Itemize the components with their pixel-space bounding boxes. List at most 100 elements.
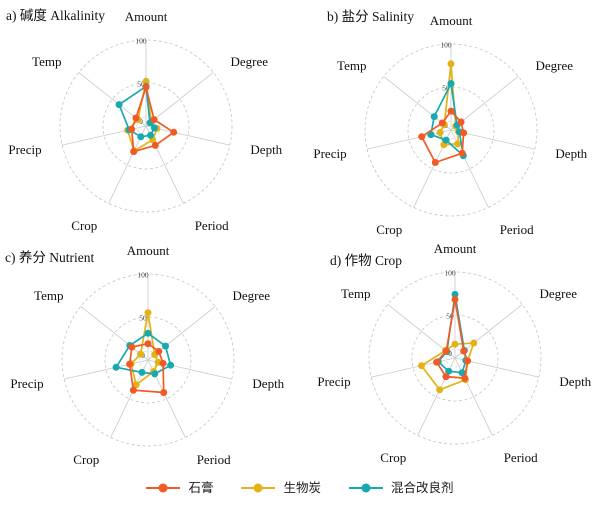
data-point — [436, 129, 444, 136]
data-point — [427, 131, 435, 139]
data-point — [431, 159, 439, 166]
axis-label-crop: Crop — [71, 218, 97, 233]
axis-label-degree: Degree — [536, 58, 574, 73]
axis-label-depth: Depth — [252, 376, 284, 391]
axis-label-precip: Precip — [317, 374, 350, 389]
data-point — [112, 363, 120, 371]
axis-label-precip: Precip — [10, 376, 43, 391]
axis-label-period: Period — [197, 452, 231, 467]
legend-label-biochar: 生物炭 — [283, 481, 321, 495]
data-point — [144, 329, 152, 337]
data-point — [458, 369, 466, 377]
data-point — [445, 367, 453, 375]
legend-marker-mixed-amendment — [349, 483, 383, 493]
radar-chart-crop: Amount Degree Depth Period Crop Precip Temp 0 50… — [317, 241, 591, 465]
data-point — [129, 386, 137, 394]
data-point — [470, 339, 478, 347]
axis-label-precip: Precip — [313, 146, 346, 161]
legend-label-gypsum: 石膏 — [188, 481, 214, 495]
data-point — [457, 118, 465, 126]
axis-label-amount: Amount — [434, 241, 477, 256]
axis-label-amount: Amount — [430, 13, 473, 28]
data-point — [142, 77, 150, 85]
data-point — [115, 101, 123, 109]
legend-dot-icon — [253, 483, 263, 493]
legend-dot-icon — [158, 483, 168, 493]
legend-marker-gypsum — [146, 483, 181, 493]
axis-label-precip: Precip — [8, 142, 41, 157]
data-point — [447, 107, 455, 115]
data-point — [454, 140, 462, 148]
legend-item-biochar: 生物炭 — [241, 482, 321, 495]
data-point — [138, 368, 146, 376]
data-point — [151, 141, 159, 149]
legend-item-mixed-amendment: 混合改良剂 — [349, 482, 454, 495]
data-point — [433, 358, 441, 366]
rtick-label: 50 — [139, 314, 147, 323]
data-point — [162, 342, 169, 350]
axis-label-depth: Depth — [555, 146, 587, 161]
data-point — [447, 80, 455, 88]
data-point — [447, 60, 455, 68]
axis-label-crop: Crop — [380, 450, 406, 465]
data-point — [438, 119, 446, 127]
data-point — [144, 309, 152, 317]
data-point — [142, 83, 150, 91]
radar-chart-salinity: AmountDegreeDepthPeriodCropPrecipTemp050… — [313, 13, 587, 237]
data-point — [460, 129, 468, 137]
data-point — [132, 381, 140, 389]
data-point — [150, 124, 158, 132]
data-point — [464, 357, 472, 365]
axis-label-degree: Degree — [233, 288, 271, 303]
axis-label-degree: Degree — [540, 286, 578, 301]
radar-chart-nutrient: AmountDegreeDepthPeriodCropPrecipTemp050… — [10, 243, 284, 467]
data-point — [451, 290, 459, 298]
axis-label-period: Period — [504, 450, 538, 465]
data-point — [430, 113, 438, 121]
rtick-label: 100 — [135, 37, 147, 46]
legend-marker-biochar — [241, 483, 276, 493]
radar-chart-alkalinity: Amount Degree Depth Period Crop Precip Temp 0 50… — [8, 9, 282, 233]
data-point — [458, 149, 466, 157]
legend-label-mixed-amendment: 混合改良剂 — [391, 481, 454, 495]
data-point — [132, 114, 140, 122]
axis-label-period: Period — [500, 222, 534, 237]
panel-title-salinity: b) 盐分 Salinity — [327, 9, 414, 24]
data-point — [442, 347, 450, 355]
data-point — [128, 125, 136, 133]
rtick-label: 0 — [139, 117, 143, 126]
axis-label-crop: Crop — [376, 222, 402, 237]
rtick-label: 100 — [444, 269, 456, 278]
data-point — [126, 360, 134, 368]
legend-dot-icon — [361, 483, 371, 493]
data-point — [418, 133, 426, 141]
data-point — [170, 128, 178, 136]
legend: 石膏 生物炭 混合改良剂 — [0, 482, 600, 495]
axis-label-depth: Depth — [250, 142, 282, 157]
data-point — [155, 347, 163, 355]
rtick-label: 100 — [137, 271, 149, 280]
axis-label-period: Period — [195, 218, 229, 233]
data-point — [160, 389, 168, 396]
data-point — [151, 370, 159, 378]
data-point — [451, 340, 459, 348]
data-point — [147, 131, 154, 139]
data-point — [418, 362, 425, 370]
rtick-label: 50 — [446, 312, 454, 321]
axis-label-temp: Temp — [337, 58, 366, 73]
data-point — [442, 136, 450, 144]
data-point — [167, 361, 175, 369]
data-point — [144, 340, 152, 348]
legend-item-gypsum: 石膏 — [146, 482, 213, 495]
rtick-label: 0 — [448, 349, 452, 358]
data-point — [451, 296, 459, 303]
data-point — [130, 148, 138, 156]
axis-label-crop: Crop — [73, 452, 99, 467]
data-point — [442, 373, 450, 381]
panel-title-nutrient: c) 养分 Nutrient — [5, 250, 95, 265]
data-point — [137, 350, 145, 358]
data-point — [150, 116, 158, 124]
axis-label-temp: Temp — [32, 54, 61, 69]
